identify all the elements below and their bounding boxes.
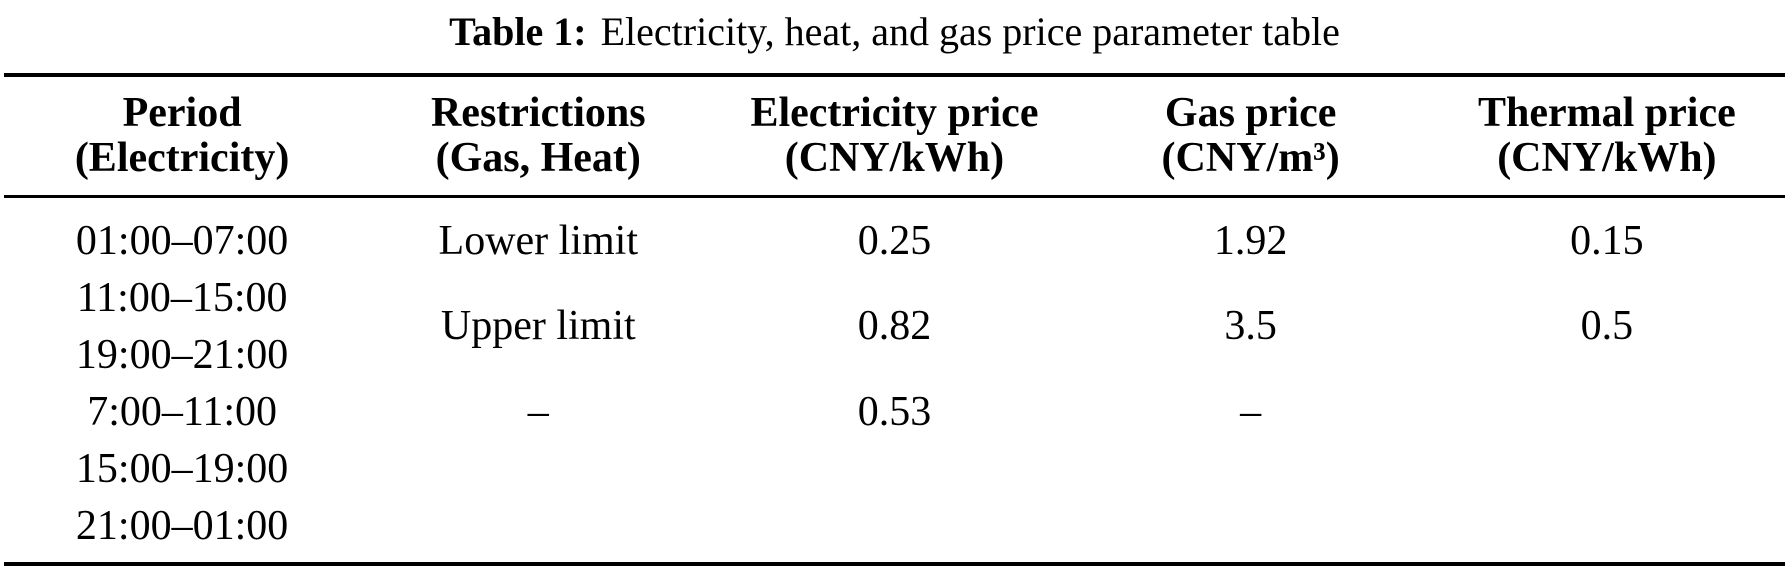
period-cell: 21:00–01:00 <box>75 502 289 549</box>
period-cell: 7:00–11:00 <box>87 388 277 435</box>
column-header-line2: (CNY/m³) <box>1161 135 1340 181</box>
price-parameter-table: Period (Electricity) Restrictions (Gas, … <box>4 73 1785 566</box>
restriction-cell: Lower limit <box>438 217 639 264</box>
table-row: 11:00–15:00 Upper limit 0.82 3.5 0.5 <box>4 269 1785 350</box>
column-header-line1: Thermal price <box>1477 90 1736 136</box>
column-header-line1: Period <box>122 90 242 136</box>
electricity-price-cell: 0.53 <box>857 388 932 435</box>
table-row: 15:00–19:00 <box>4 440 1785 497</box>
column-header-line1: Gas price <box>1164 90 1337 136</box>
period-cell: 01:00–07:00 <box>75 217 289 264</box>
empty-cell <box>716 497 1072 564</box>
gas-price-cell: – <box>1240 388 1262 435</box>
column-header-thermal-price: Thermal price (CNY/kWh) <box>1428 75 1785 198</box>
column-header-line2: (Gas, Heat) <box>435 135 641 181</box>
gas-price-cell: 3.5 <box>1224 303 1277 349</box>
column-header-electricity-price: Electricity price (CNY/kWh) <box>716 75 1073 198</box>
table-body: 01:00–07:00 Lower limit 0.25 1.92 0.15 1… <box>4 197 1785 565</box>
empty-cell <box>1073 440 1429 497</box>
column-header-line2: (Electricity) <box>74 135 290 181</box>
restriction-cell: Upper limit <box>440 303 636 349</box>
thermal-price-cell: 0.15 <box>1570 217 1644 264</box>
empty-cell <box>1429 497 1785 564</box>
column-header-line2: (CNY/kWh) <box>1497 135 1717 181</box>
empty-cell <box>360 440 716 497</box>
table-caption-label: Table 1: <box>449 9 587 54</box>
period-cell: 15:00–19:00 <box>75 445 289 492</box>
header-row: Period (Electricity) Restrictions (Gas, … <box>4 75 1785 198</box>
period-cell: 19:00–21:00 <box>75 331 289 378</box>
electricity-price-cell: 0.25 <box>857 217 932 264</box>
column-header-gas-price: Gas price (CNY/m³) <box>1072 75 1429 198</box>
table-row: 7:00–11:00 – 0.53 – <box>4 383 1785 440</box>
period-cell: 11:00–15:00 <box>76 274 288 321</box>
electricity-price-cell: 0.82 <box>857 303 932 349</box>
empty-cell <box>716 440 1072 497</box>
table-row: 19:00–21:00 <box>4 326 1785 383</box>
table-caption-text: Electricity, heat, and gas price paramet… <box>600 9 1340 54</box>
column-header-line2: (CNY/kWh) <box>784 135 1005 181</box>
column-header-restrictions: Restrictions (Gas, Heat) <box>360 75 717 198</box>
table-caption: Table 1: Electricity, heat, and gas price… <box>0 0 1789 73</box>
table-header: Period (Electricity) Restrictions (Gas, … <box>4 75 1785 198</box>
empty-cell <box>1073 497 1429 564</box>
gas-price-cell: 1.92 <box>1213 217 1288 264</box>
thermal-price-cell <box>1429 383 1785 440</box>
column-header-line1: Restrictions <box>430 90 646 136</box>
table-row: 21:00–01:00 <box>4 497 1785 564</box>
restriction-cell: – <box>527 388 549 435</box>
thermal-price-cell: 0.5 <box>1580 303 1634 349</box>
empty-cell <box>1429 440 1785 497</box>
table-row: 01:00–07:00 Lower limit 0.25 1.92 0.15 <box>4 197 1785 270</box>
column-header-period: Period (Electricity) <box>4 75 361 198</box>
column-header-line1: Electricity price <box>750 90 1039 136</box>
empty-cell <box>360 497 716 564</box>
